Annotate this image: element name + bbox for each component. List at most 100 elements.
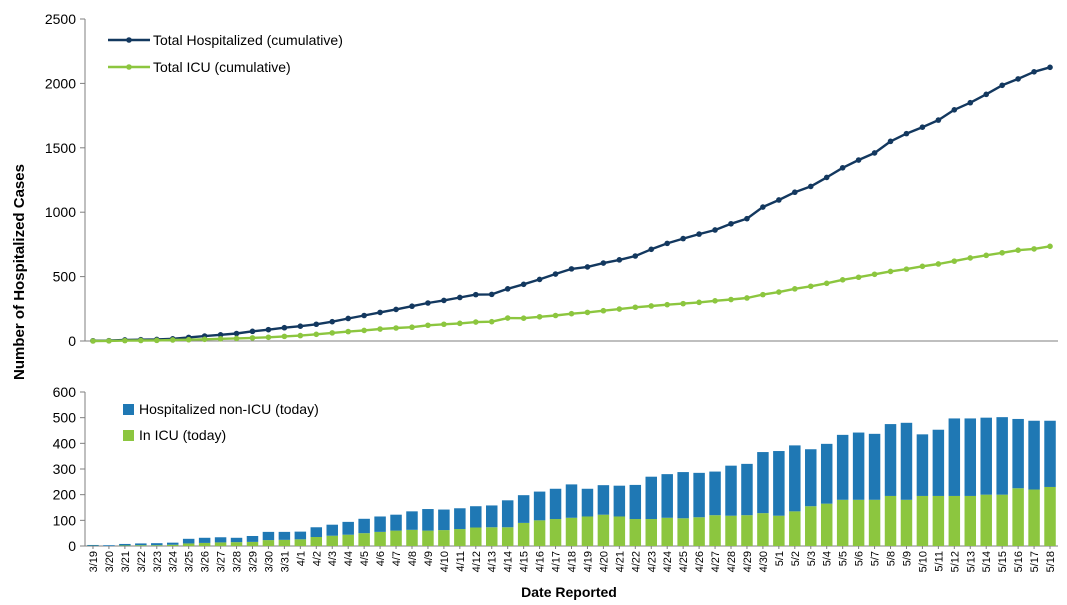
series-0-point	[473, 292, 479, 298]
bar-non-icu	[853, 433, 864, 500]
x-tick-label: 3/22	[136, 551, 148, 572]
x-tick-label: 5/6	[854, 551, 866, 566]
top-y-tick-label: 2500	[45, 11, 76, 27]
x-tick-label: 4/3	[327, 551, 339, 566]
series-0-point	[696, 231, 702, 237]
x-tick-label: 5/11	[933, 551, 945, 572]
bar-non-icu	[550, 489, 561, 519]
series-0-point	[361, 313, 367, 319]
bar-icu	[279, 540, 290, 546]
bar-icu	[965, 496, 976, 546]
bar-icu	[582, 516, 593, 546]
x-tick-label: 4/10	[439, 551, 451, 572]
bar-non-icu	[677, 472, 688, 518]
series-line-0	[93, 67, 1050, 340]
series-1-point	[282, 334, 288, 340]
bar-non-icu	[646, 477, 657, 519]
series-1-point	[936, 261, 942, 267]
series-0-point	[728, 221, 734, 227]
x-tick-label: 4/29	[742, 551, 754, 572]
bar-icu	[518, 523, 529, 546]
series-1-point	[648, 303, 654, 309]
x-tick-label: 4/2	[311, 551, 323, 566]
bar-non-icu	[821, 444, 832, 504]
x-tick-label: 4/20	[598, 551, 610, 572]
bar-non-icu	[661, 474, 672, 518]
bar-icu	[757, 513, 768, 546]
x-tick-label: 5/17	[1029, 551, 1041, 572]
legend-swatch-0	[123, 430, 134, 441]
series-1-point	[696, 300, 702, 306]
series-1-point	[824, 280, 830, 286]
series-0-point	[952, 107, 958, 113]
series-0-point	[585, 264, 591, 270]
series-0-point	[936, 117, 942, 123]
legend-label-0: In ICU (today)	[139, 427, 226, 443]
x-tick-label: 4/19	[583, 551, 595, 572]
legend-label-1: Hospitalized non-ICU (today)	[139, 401, 319, 417]
bar-non-icu	[326, 525, 337, 536]
series-0-point	[282, 325, 288, 331]
bar-icu	[821, 504, 832, 546]
series-1-point	[441, 321, 447, 327]
x-tick-label: 3/21	[120, 551, 132, 572]
x-tick-label: 4/8	[407, 551, 419, 566]
series-0-point	[1031, 69, 1037, 75]
bar-non-icu	[901, 423, 912, 500]
bar-icu	[598, 515, 609, 546]
x-tick-label: 4/26	[694, 551, 706, 572]
series-1-point	[457, 321, 463, 327]
x-tick-label: 3/27	[216, 551, 228, 572]
bar-non-icu	[470, 506, 481, 527]
bar-icu	[422, 531, 433, 546]
series-0-point	[409, 303, 415, 309]
bar-non-icu	[438, 510, 449, 531]
series-1-point	[218, 336, 224, 342]
bar-icu	[342, 535, 353, 546]
bar-non-icu	[1012, 419, 1023, 488]
series-1-point	[585, 310, 591, 316]
legend-swatch-1	[123, 404, 134, 415]
bottom-y-tick-label: 500	[53, 410, 77, 426]
series-0-point	[313, 321, 319, 327]
series-1-point	[920, 263, 926, 269]
series-0-point	[425, 300, 431, 306]
bar-non-icu	[311, 527, 322, 537]
x-tick-label: 4/28	[726, 551, 738, 572]
top-y-tick-label: 2000	[45, 75, 76, 91]
x-tick-label: 4/11	[455, 551, 467, 572]
series-1-point	[569, 311, 575, 317]
bar-non-icu	[933, 430, 944, 496]
series-1-point	[489, 319, 495, 325]
x-tick-label: 3/31	[279, 551, 291, 572]
x-tick-label: 4/23	[646, 551, 658, 572]
bar-icu	[901, 500, 912, 546]
x-tick-label: 5/1	[774, 551, 786, 566]
series-1-point	[234, 336, 240, 342]
series-1-point	[313, 332, 319, 338]
x-tick-label: 3/28	[232, 551, 244, 572]
bar-icu	[789, 511, 800, 546]
x-tick-label: 4/27	[710, 551, 722, 572]
x-tick-label: 4/17	[551, 551, 563, 572]
top-y-tick-label: 0	[68, 333, 76, 349]
series-1-point	[329, 330, 335, 336]
series-0-point	[904, 131, 910, 137]
bar-non-icu	[374, 516, 385, 531]
series-1-point	[537, 314, 543, 320]
legend-label-1: Total ICU (cumulative)	[153, 59, 291, 75]
series-0-point	[521, 282, 527, 288]
series-0-point	[920, 124, 926, 130]
bar-icu	[374, 532, 385, 546]
bar-non-icu	[135, 543, 146, 545]
x-tick-label: 4/7	[391, 551, 403, 566]
x-tick-label: 3/26	[200, 551, 212, 572]
bar-non-icu	[598, 485, 609, 515]
series-0-point	[617, 257, 623, 263]
top-y-tick-label: 1500	[45, 140, 76, 156]
series-0-point	[457, 295, 463, 301]
x-tick-label: 4/24	[662, 551, 674, 572]
x-tick-label: 5/7	[870, 551, 882, 566]
series-1-point	[266, 334, 272, 340]
